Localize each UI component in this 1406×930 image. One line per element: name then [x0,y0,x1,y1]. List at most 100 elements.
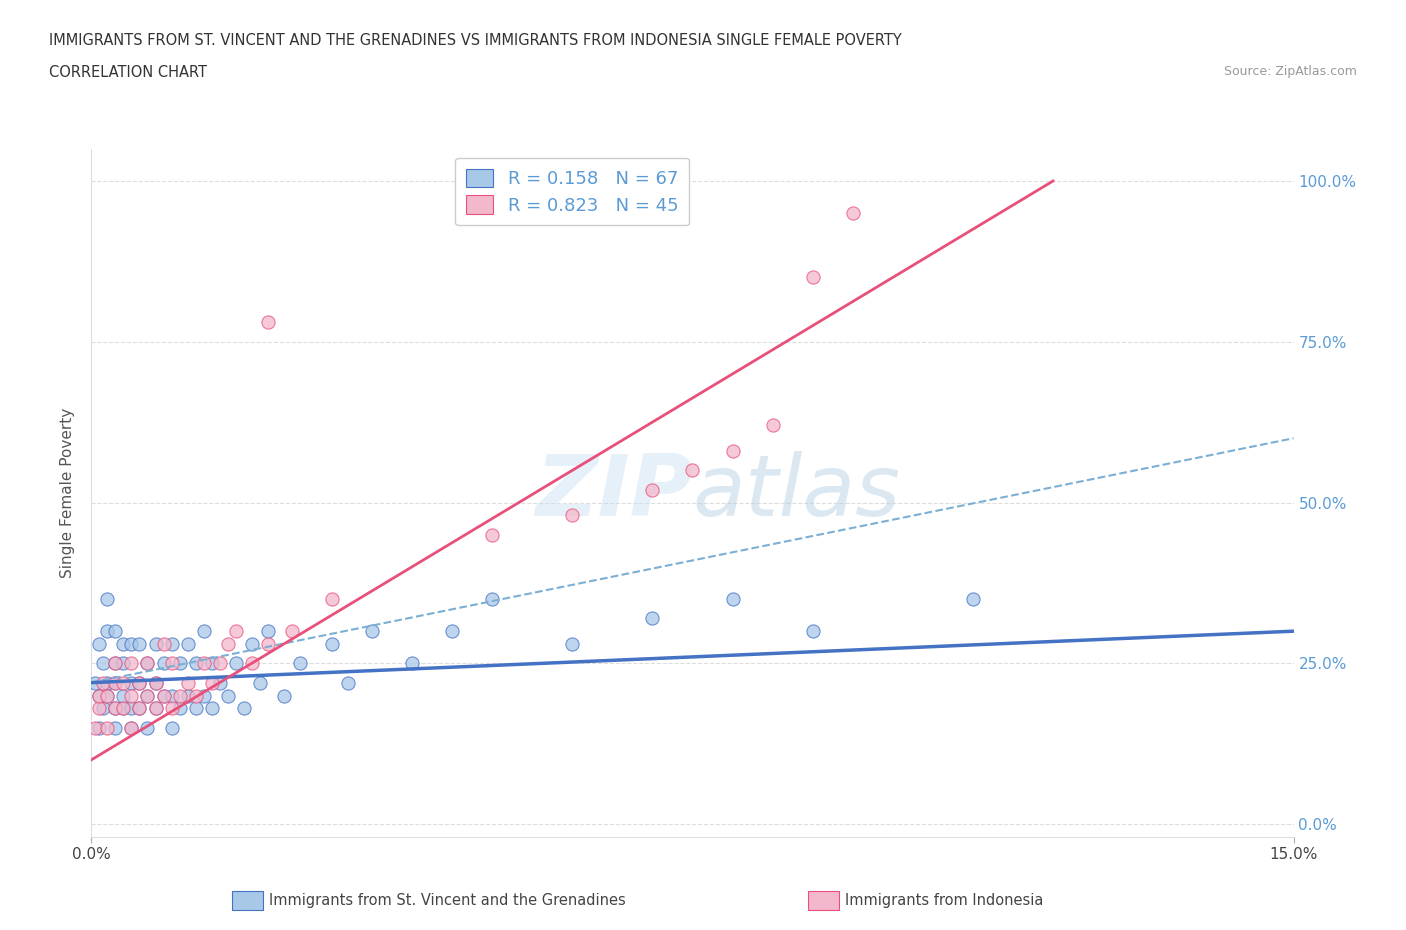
Point [225,624,247,639]
Point [89,701,111,716]
Point [193,624,215,639]
Point [401,656,423,671]
Point [217,637,239,652]
Point [841,206,863,220]
Point [136,656,159,671]
Point [104,656,127,671]
Point [481,591,503,606]
Point [160,688,183,703]
Point [169,688,191,703]
Point [962,591,984,606]
Text: Immigrants from Indonesia: Immigrants from Indonesia [845,893,1043,908]
Point [89,720,111,735]
Point [112,688,135,703]
Point [240,637,263,652]
Point [104,675,127,690]
Point [208,656,231,671]
Point [128,637,150,652]
Point [152,656,174,671]
Point [249,675,271,690]
Point [201,656,224,671]
Point [160,656,183,671]
Point [321,591,343,606]
Point [641,611,664,626]
Point [112,701,135,716]
Text: IMMIGRANTS FROM ST. VINCENT AND THE GRENADINES VS IMMIGRANTS FROM INDONESIA SING: IMMIGRANTS FROM ST. VINCENT AND THE GREN… [49,33,903,47]
Point [273,688,295,703]
Point [256,315,278,330]
Point [145,637,167,652]
Point [256,637,278,652]
Point [96,624,118,639]
Point [96,688,118,703]
Point [145,701,167,716]
Text: atlas: atlas [692,451,900,535]
Y-axis label: Single Female Poverty: Single Female Poverty [60,407,76,578]
Point [169,656,191,671]
Point [121,701,143,716]
Point [121,656,143,671]
Text: Immigrants from St. Vincent and the Grenadines: Immigrants from St. Vincent and the Gren… [269,893,626,908]
Point [112,656,135,671]
Point [128,701,150,716]
Point [176,637,198,652]
Point [193,688,215,703]
Point [104,624,127,639]
Point [121,688,143,703]
Point [160,720,183,735]
Text: Source: ZipAtlas.com: Source: ZipAtlas.com [1223,65,1357,78]
Point [145,675,167,690]
Point [801,270,824,285]
Point [89,688,111,703]
Point [360,624,382,639]
Point [104,720,127,735]
Point [561,508,583,523]
Point [240,656,263,671]
Point [136,656,159,671]
Point [89,637,111,652]
Point [721,444,744,458]
Point [96,688,118,703]
Text: ZIP: ZIP [534,451,692,535]
Point [104,701,127,716]
Point [288,656,311,671]
Point [128,701,150,716]
Legend: R = 0.158   N = 67, R = 0.823   N = 45: R = 0.158 N = 67, R = 0.823 N = 45 [456,158,689,225]
Point [136,688,159,703]
Point [128,675,150,690]
Point [152,688,174,703]
Point [184,701,207,716]
Point [128,675,150,690]
Point [321,637,343,652]
Point [89,688,111,703]
Point [561,637,583,652]
Point [121,720,143,735]
Point [93,656,115,671]
Point [641,483,664,498]
Point [176,688,198,703]
Point [232,701,254,716]
Point [136,688,159,703]
Point [217,688,239,703]
Text: CORRELATION CHART: CORRELATION CHART [49,65,207,80]
Point [160,701,183,716]
Point [121,637,143,652]
Point [176,675,198,690]
Point [93,701,115,716]
Point [136,720,159,735]
Point [160,637,183,652]
Point [801,624,824,639]
Point [121,675,143,690]
Point [84,720,107,735]
Point [121,720,143,735]
Point [208,675,231,690]
Point [104,701,127,716]
Point [169,701,191,716]
Point [112,637,135,652]
Point [152,688,174,703]
Point [481,527,503,542]
Point [193,656,215,671]
Point [152,637,174,652]
Point [184,688,207,703]
Point [721,591,744,606]
